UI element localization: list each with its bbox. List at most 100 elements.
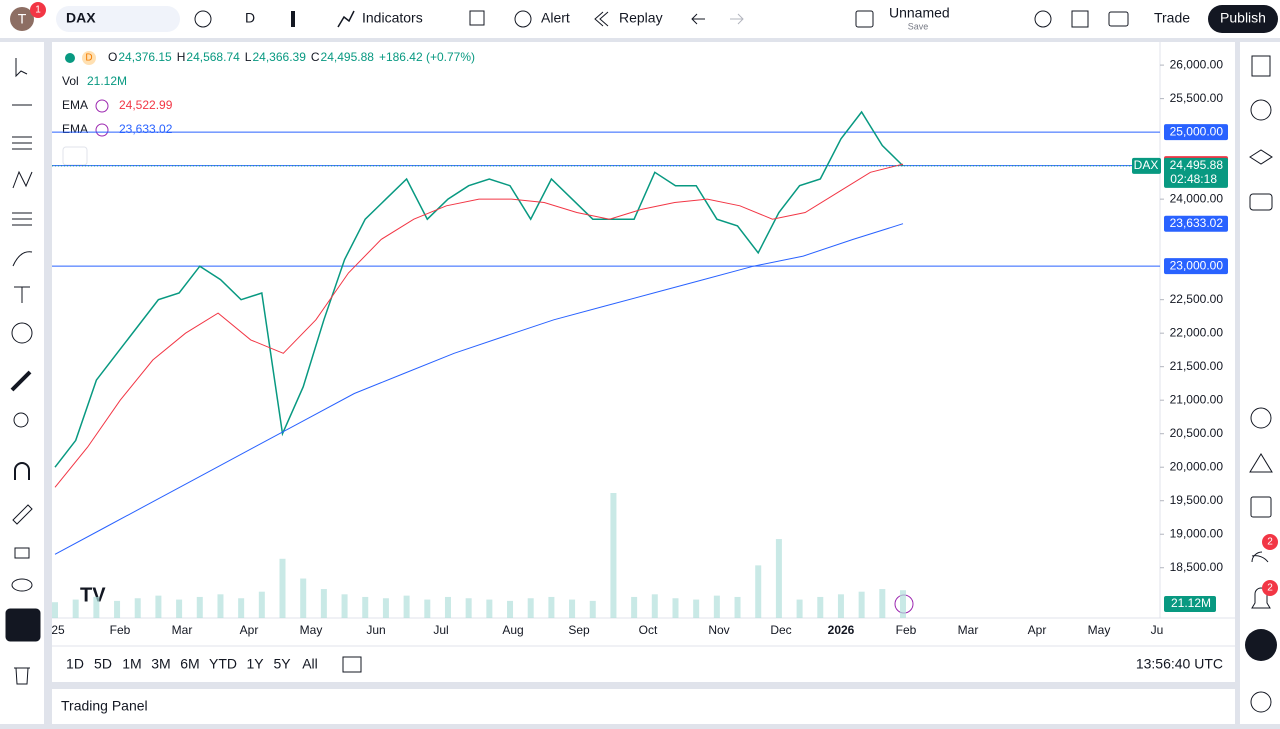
volume-bar bbox=[837, 594, 844, 618]
snapshot[interactable] bbox=[1108, 11, 1129, 27]
range-button[interactable]: 1Y bbox=[246, 656, 264, 672]
volume-bar bbox=[444, 596, 451, 618]
trash[interactable] bbox=[14, 667, 30, 685]
replay-icon bbox=[594, 11, 609, 27]
range-button[interactable]: 3M bbox=[151, 656, 170, 672]
layers[interactable] bbox=[1249, 149, 1273, 165]
volume-bar bbox=[258, 591, 265, 618]
badge bbox=[1262, 580, 1278, 596]
layout-icon[interactable] bbox=[855, 10, 874, 28]
ohlc-key: H bbox=[177, 50, 186, 64]
volume-bar bbox=[610, 493, 617, 618]
price-line bbox=[54, 163, 904, 488]
screeners[interactable] bbox=[1249, 453, 1273, 473]
symbol-tag-bg bbox=[1132, 157, 1161, 174]
volume-bar bbox=[486, 599, 493, 618]
fullscreen[interactable] bbox=[1071, 10, 1089, 28]
forecast-tool[interactable] bbox=[12, 212, 32, 226]
zoom[interactable] bbox=[13, 412, 29, 428]
watchlist[interactable] bbox=[1251, 55, 1271, 77]
volume-bar bbox=[465, 598, 472, 618]
volume-bar bbox=[527, 598, 534, 618]
pattern-tool[interactable] bbox=[12, 170, 33, 189]
symbol-search[interactable] bbox=[56, 6, 180, 32]
range-button[interactable]: 1D bbox=[66, 656, 84, 672]
ohlc-value: 24,568.74 bbox=[186, 50, 240, 64]
help[interactable] bbox=[1250, 691, 1272, 713]
add-icon[interactable] bbox=[194, 10, 212, 28]
range-button[interactable]: YTD bbox=[209, 656, 237, 672]
volume-bar bbox=[879, 589, 886, 618]
avatar-letter: T bbox=[18, 11, 27, 27]
volume-bar bbox=[155, 595, 162, 618]
range-button[interactable]: 5Y bbox=[273, 656, 291, 672]
ema-label: EMA bbox=[62, 122, 88, 136]
fib-tool[interactable] bbox=[12, 136, 32, 150]
x-tick-label: Jul bbox=[433, 623, 448, 637]
volume-bar bbox=[403, 595, 410, 618]
y-tick-label: 22,500.00 bbox=[1170, 292, 1224, 306]
x-tick-label: 25 bbox=[51, 623, 65, 637]
undo[interactable] bbox=[691, 13, 705, 25]
link-tool[interactable] bbox=[5, 608, 41, 642]
feed[interactable] bbox=[1251, 551, 1269, 563]
brush-tool[interactable] bbox=[12, 251, 33, 267]
ideas[interactable] bbox=[1250, 407, 1272, 429]
settings[interactable] bbox=[1034, 10, 1052, 28]
alerts[interactable] bbox=[1250, 99, 1272, 121]
trade-button[interactable] bbox=[1142, 5, 1202, 33]
ohlc-key: O bbox=[108, 50, 117, 64]
layout-name[interactable]: Unnamed bbox=[889, 5, 950, 21]
x-tick-label: May bbox=[1088, 623, 1111, 637]
calendar[interactable] bbox=[1250, 496, 1272, 518]
lock[interactable] bbox=[14, 547, 30, 559]
visibility[interactable] bbox=[11, 578, 33, 592]
alert[interactable]: Alert bbox=[541, 10, 570, 26]
price-tag-bg bbox=[1164, 215, 1228, 232]
replay[interactable]: Replay bbox=[619, 10, 663, 26]
emoji-tool[interactable] bbox=[11, 322, 33, 344]
ohlc-value: 24,366.39 bbox=[252, 50, 306, 64]
volume-bar bbox=[217, 594, 224, 618]
cursor-tool[interactable] bbox=[15, 58, 28, 78]
ema-icon bbox=[95, 99, 109, 113]
badge bbox=[1262, 534, 1278, 550]
range-button[interactable]: 5D bbox=[94, 656, 112, 672]
volume-bar bbox=[569, 599, 576, 618]
ema-label: EMA bbox=[62, 98, 88, 112]
trading-panel-title[interactable]: Trading Panel bbox=[61, 698, 148, 714]
templates-icon[interactable] bbox=[469, 10, 485, 26]
collapse-legend[interactable] bbox=[62, 146, 88, 166]
volume-bar bbox=[734, 596, 741, 618]
ohlc-value: 24,376.15 bbox=[118, 50, 172, 64]
volume-bar bbox=[134, 598, 141, 618]
draw-mode[interactable] bbox=[12, 504, 33, 525]
date-range-icon[interactable] bbox=[342, 656, 362, 673]
ruler[interactable] bbox=[10, 370, 32, 392]
indicators-icon bbox=[337, 10, 355, 28]
redo[interactable] bbox=[730, 13, 744, 25]
y-tick-label: 18,500.00 bbox=[1170, 560, 1224, 574]
chat[interactable] bbox=[1249, 193, 1273, 211]
publish: Publish bbox=[1220, 10, 1266, 26]
publish-button[interactable] bbox=[1208, 5, 1278, 33]
range-button[interactable]: 1M bbox=[122, 656, 141, 672]
ohlc-key: C bbox=[311, 50, 320, 64]
magnet[interactable] bbox=[14, 462, 30, 480]
x-tick-label: Aug bbox=[502, 623, 523, 637]
y-tick-label: 19,000.00 bbox=[1170, 526, 1224, 540]
volume-bar bbox=[672, 598, 679, 618]
apps[interactable] bbox=[1245, 629, 1277, 661]
notifications[interactable] bbox=[1251, 587, 1271, 609]
vol-value: 21.12M bbox=[87, 74, 127, 88]
range-button[interactable]: 6M bbox=[180, 656, 199, 672]
candle-icon[interactable] bbox=[291, 11, 295, 27]
text-tool[interactable] bbox=[14, 286, 30, 303]
range-button[interactable]: All bbox=[302, 656, 318, 672]
top-toolbar bbox=[0, 0, 1280, 38]
indicators[interactable]: Indicators bbox=[362, 10, 423, 26]
right-sidebar bbox=[1240, 42, 1280, 724]
avatar[interactable] bbox=[10, 7, 34, 31]
x-tick-label: Jun bbox=[366, 623, 385, 637]
interval[interactable]: D bbox=[245, 10, 255, 26]
